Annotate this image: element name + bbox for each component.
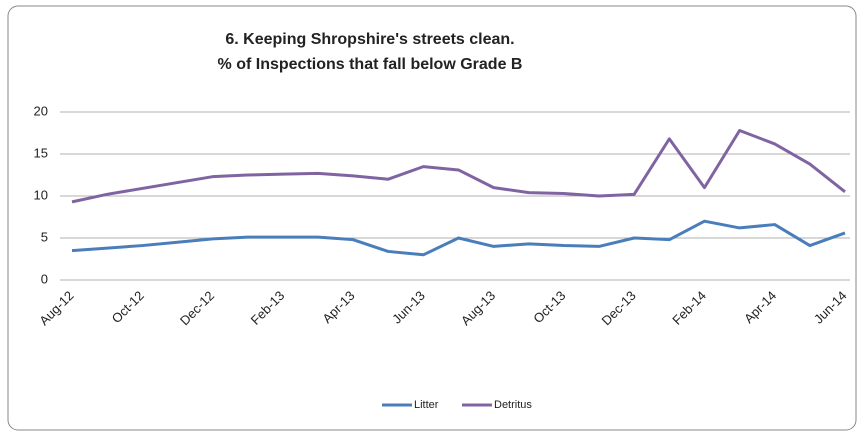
line-series: [71, 128, 846, 204]
legend-label: Detritus: [494, 399, 532, 411]
y-tick-label: 20: [34, 103, 48, 118]
y-tick-label: 10: [34, 187, 48, 202]
y-tick-label: 5: [41, 229, 48, 244]
chart-title: % of Inspections that fall below Grade B: [218, 56, 523, 73]
y-tick-label: 15: [34, 145, 48, 160]
line-series: [71, 219, 846, 257]
chart-title: 6. Keeping Shropshire's streets clean.: [225, 31, 514, 48]
legend-label: Litter: [414, 399, 439, 411]
y-tick-label: 0: [41, 271, 48, 286]
